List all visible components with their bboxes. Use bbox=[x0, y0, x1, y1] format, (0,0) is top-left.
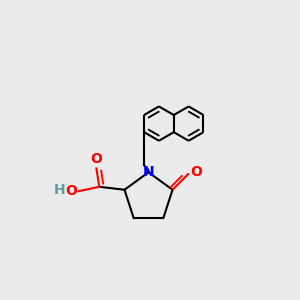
Text: O: O bbox=[65, 184, 77, 198]
Text: H: H bbox=[53, 183, 65, 197]
Text: O: O bbox=[90, 152, 102, 166]
Text: N: N bbox=[143, 165, 154, 179]
Text: O: O bbox=[190, 165, 202, 179]
